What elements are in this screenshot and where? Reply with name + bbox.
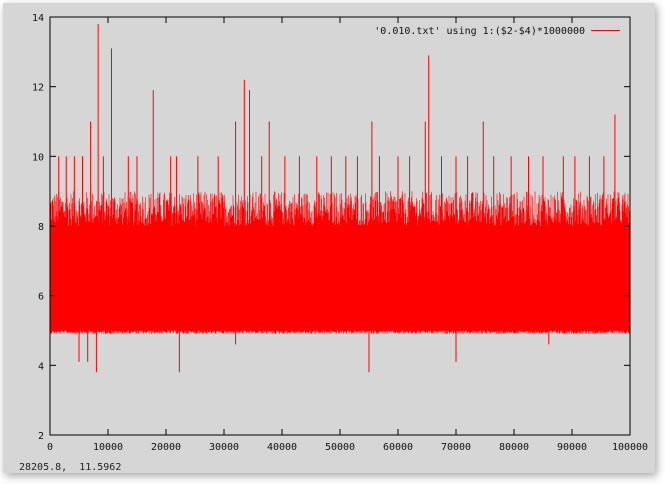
axis-ticks: 0 10000 20000 30000 40000 50000 60000 70000 8000… bbox=[32, 13, 648, 453]
x-tick-label: 80000 bbox=[499, 442, 529, 453]
x-tick-label: 100000 bbox=[612, 442, 648, 453]
y-tick-label: 12 bbox=[32, 83, 44, 94]
x-tick-label: 20000 bbox=[151, 442, 181, 453]
x-tick-label: 90000 bbox=[557, 442, 587, 453]
y-tick-label: 8 bbox=[38, 222, 44, 233]
x-tick-label: 10000 bbox=[93, 442, 123, 453]
y-tick-label: 4 bbox=[38, 361, 44, 372]
y-tick-label: 14 bbox=[32, 13, 44, 24]
x-tick-label: 70000 bbox=[441, 442, 471, 453]
legend: '0.010.txt' using 1:($2-$4)*1000000 bbox=[374, 26, 620, 37]
y-tick-label: 2 bbox=[38, 431, 44, 442]
chart-canvas[interactable]: 0 10000 20000 30000 40000 50000 60000 70000 8000… bbox=[3, 3, 655, 473]
x-tick-label: 50000 bbox=[325, 442, 355, 453]
y-tick-label: 6 bbox=[38, 292, 44, 303]
legend-entry-label: '0.010.txt' using 1:($2-$4)*1000000 bbox=[374, 26, 585, 37]
y-tick-label: 10 bbox=[32, 152, 44, 163]
x-tick-label: 0 bbox=[47, 442, 53, 453]
x-tick-label: 30000 bbox=[209, 442, 239, 453]
series-group bbox=[49, 23, 631, 373]
mouse-coordinate-readout: 28205.8, 11.5962 bbox=[19, 462, 122, 473]
x-tick-label: 40000 bbox=[267, 442, 297, 453]
x-tick-label: 60000 bbox=[383, 442, 413, 453]
plot-window: 0 10000 20000 30000 40000 50000 60000 70000 8000… bbox=[3, 3, 655, 473]
